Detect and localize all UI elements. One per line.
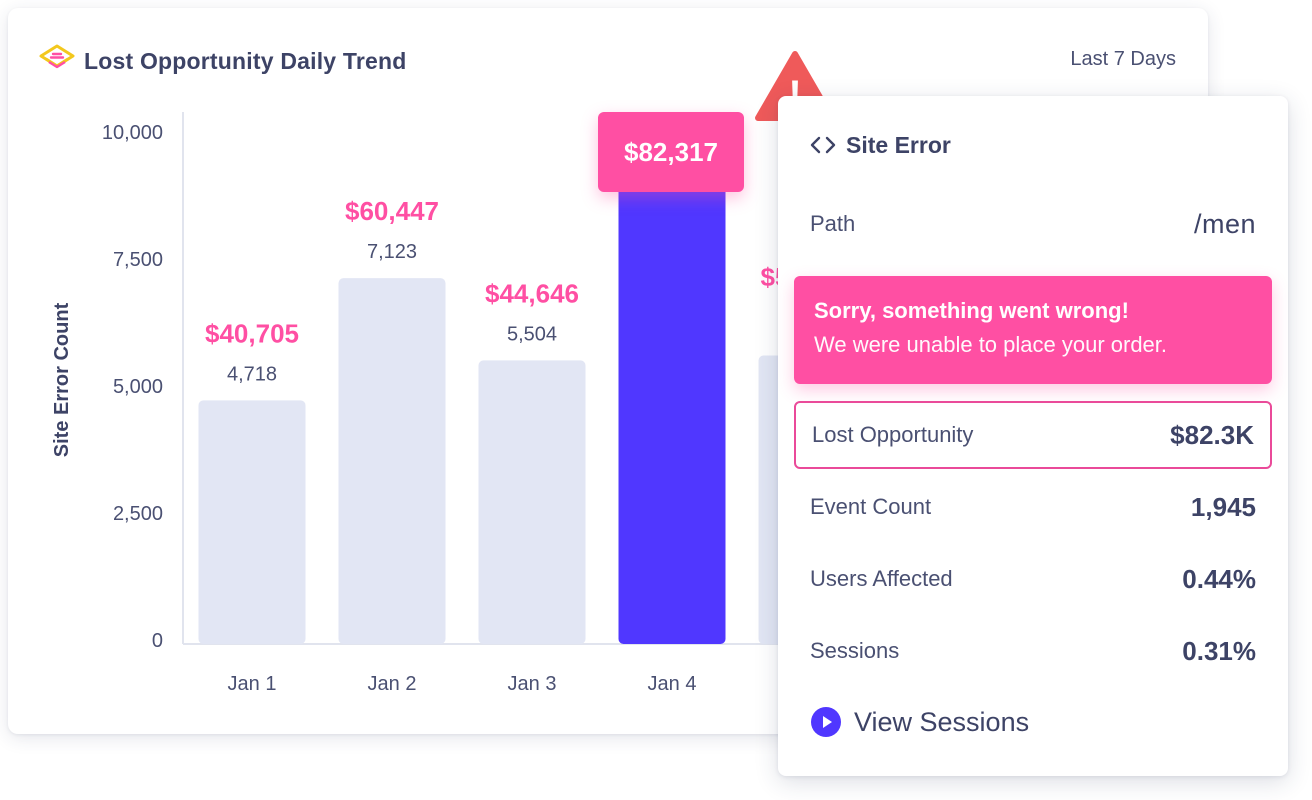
- view-sessions-label: View Sessions: [854, 706, 1030, 737]
- view-sessions-button[interactable]: View Sessions: [810, 706, 1029, 738]
- bar: [338, 278, 446, 644]
- y-tick-label: 7,500: [113, 249, 163, 271]
- bar: [198, 400, 306, 644]
- site-error-panel: Site Error Path /men Sorry, something we…: [778, 96, 1288, 776]
- revenue-tooltip: $82,317: [598, 112, 744, 192]
- path-row: Path /men: [794, 190, 1272, 258]
- metric-row-users-affected: Users Affected 0.44%: [794, 545, 1272, 613]
- metric-row-sessions: Sessions 0.31%: [794, 617, 1272, 685]
- metric-label: Sessions: [810, 638, 900, 663]
- x-tick-label: Jan 2: [368, 673, 417, 695]
- y-axis-label: Site Error Count: [51, 302, 73, 457]
- metric-value: 1,945: [1190, 491, 1256, 522]
- play-circle-icon: [811, 707, 841, 737]
- error-message: We were unable to place your order.: [814, 332, 1168, 357]
- metric-row-lost-opportunity: Lost Opportunity $82.3K: [794, 401, 1272, 469]
- panel-title: Site Error: [846, 131, 951, 158]
- error-banner: Sorry, something went wrong! We were una…: [794, 276, 1272, 384]
- bar-value-label: 4,718: [227, 363, 277, 385]
- bar-revenue-label: $40,705: [205, 318, 299, 348]
- y-tick-label: 5,000: [113, 376, 163, 398]
- y-tick-label: 2,500: [113, 503, 163, 525]
- card-header: Lost Opportunity Daily Trend Last 7 Days: [8, 8, 1208, 108]
- bar-value-label: 5,504: [507, 323, 557, 345]
- y-tick-label: 0: [152, 630, 163, 652]
- date-range-selector[interactable]: Last 7 Days: [1070, 48, 1176, 70]
- x-tick-label: Jan 1: [228, 673, 277, 695]
- path-label: Path: [810, 211, 856, 236]
- page-title: Lost Opportunity Daily Trend: [84, 48, 407, 74]
- bar-revenue-label: $60,447: [345, 196, 439, 226]
- metric-value: 0.31%: [1182, 635, 1256, 666]
- code-brackets-icon: [810, 136, 836, 154]
- x-tick-label: Jan 4: [648, 673, 697, 695]
- bar: [618, 161, 726, 645]
- y-tick-label: 10,000: [102, 122, 163, 144]
- bar-revenue-label: $44,646: [485, 278, 579, 308]
- bar: [478, 360, 586, 644]
- metric-label: Users Affected: [810, 566, 953, 591]
- panel-header: Site Error: [810, 130, 951, 160]
- metric-label: Lost Opportunity: [812, 422, 974, 447]
- metric-value: 0.44%: [1182, 563, 1256, 594]
- bar-value-label: 7,123: [367, 241, 417, 263]
- metric-value: $82.3K: [1170, 419, 1254, 450]
- stacked-layers-icon: [39, 44, 75, 69]
- metric-label: Event Count: [810, 494, 932, 519]
- metric-row-event-count: Event Count 1,945: [794, 473, 1272, 541]
- error-title: Sorry, something went wrong!: [814, 298, 1129, 323]
- path-value: /men: [1193, 208, 1256, 239]
- x-tick-label: Jan 3: [508, 673, 557, 695]
